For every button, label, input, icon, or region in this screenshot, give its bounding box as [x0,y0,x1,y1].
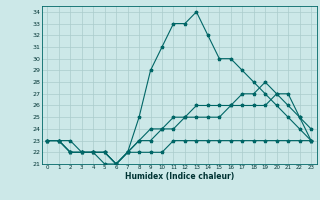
X-axis label: Humidex (Indice chaleur): Humidex (Indice chaleur) [124,172,234,181]
